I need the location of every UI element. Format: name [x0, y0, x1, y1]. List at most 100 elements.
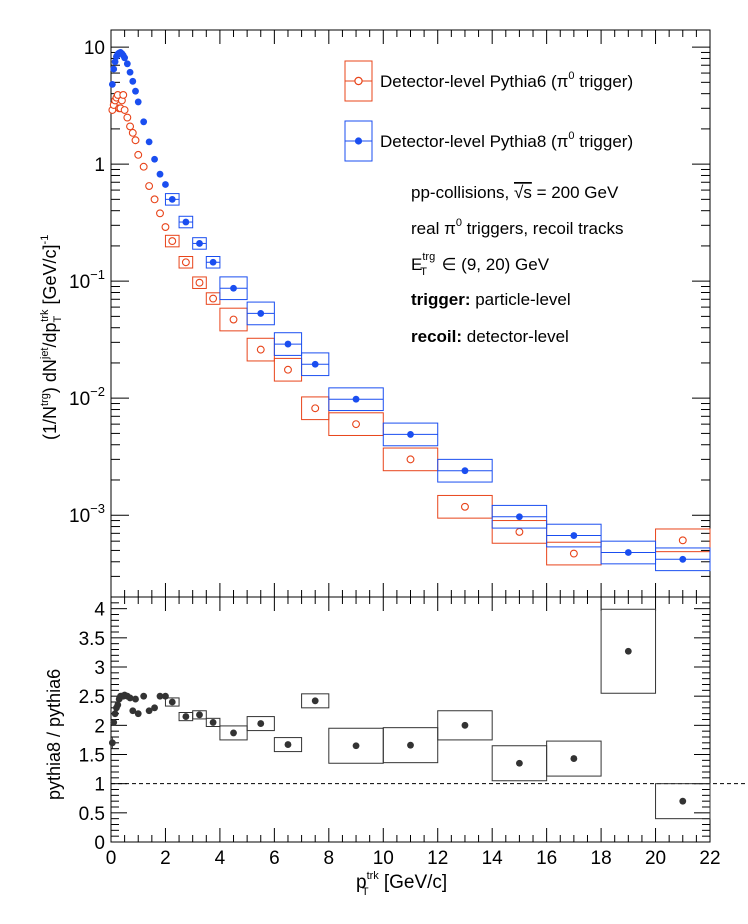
- ratio-data-point: [151, 704, 158, 712]
- data-point-pythia6: [678, 536, 687, 545]
- ratio-data-point: [679, 797, 687, 805]
- y-tick-label: 1: [94, 155, 105, 176]
- ratio-syst-box: [246, 716, 275, 732]
- ratio-data-point: [114, 701, 122, 709]
- ratio-y-tick-label: 0.5: [79, 804, 105, 825]
- ratio-axes: 0 0.5 1 1.5 2 2.5 3 3.5 4 0 2 4 6 8 10 12 14 16 18 20 22: [79, 596, 748, 869]
- ratio-syst-box: [164, 697, 180, 707]
- data-point-pythia6: [145, 182, 154, 190]
- data-point-pythia8: [129, 77, 137, 85]
- ratio-data-point: [257, 720, 265, 727]
- data-point-pythia8: [570, 532, 578, 539]
- x-tick-label: 20: [645, 848, 666, 869]
- data-point-pythia6: [139, 162, 148, 171]
- data-point-pythia8: [108, 81, 116, 88]
- main-plot-marks: [108, 49, 711, 572]
- ratio-data-point: [145, 707, 153, 715]
- ratio-syst-box: [382, 727, 439, 764]
- annotation-collisions: pp-collisions, √s = 200 GeV: [411, 183, 619, 202]
- y-tick-label: 10−1: [69, 267, 105, 293]
- main-y-axis: 10 1 10−1 10−2 10−3: [69, 30, 711, 598]
- ratio-data-point: [156, 692, 164, 700]
- data-point-pythia8: [624, 549, 632, 556]
- legend-pythia6-marker: [354, 76, 363, 86]
- data-point-pythia6: [150, 195, 159, 204]
- data-point-pythia8: [461, 467, 469, 475]
- legend: Detector-level Pythia6 (π0 trigger) Dete…: [344, 60, 633, 162]
- annotation-et-range: Etrg T ∈ (9, 20) GeV: [411, 251, 550, 278]
- ratio-syst-box: [219, 725, 248, 741]
- ratio-data-point: [129, 707, 137, 715]
- data-point-pythia6: [128, 128, 137, 137]
- annotation-triggers: real π0 triggers, recoil tracks: [411, 217, 623, 238]
- syst-box-pythia6: [164, 234, 180, 248]
- ratio-y-tick-label: 0: [94, 833, 105, 854]
- data-point-pythia8: [284, 340, 292, 348]
- ratio-plot-marks: [108, 608, 711, 820]
- annotation-trigger-level: trigger: particle-level: [411, 290, 571, 309]
- ratio-y-tick-label: 4: [94, 600, 105, 621]
- data-point-pythia8: [110, 65, 118, 73]
- legend-pythia8-marker: [354, 137, 363, 145]
- x-tick-label: 22: [699, 848, 720, 869]
- data-point-pythia8: [134, 98, 142, 106]
- x-tick-label: 16: [536, 848, 557, 869]
- ratio-syst-box: [301, 693, 330, 709]
- x-tick-label: 12: [427, 848, 448, 869]
- data-point-pythia6: [168, 237, 177, 246]
- data-point-pythia8: [140, 118, 148, 126]
- ratio-syst-box: [600, 608, 657, 694]
- data-point-pythia8: [123, 60, 131, 68]
- legend-pythia6-label: Detector-level Pythia6 (π0 trigger): [380, 70, 633, 91]
- ratio-data-point: [624, 647, 632, 655]
- data-point-pythia8: [196, 240, 203, 247]
- ratio-data-point: [182, 713, 190, 720]
- ratio-data-point: [196, 711, 203, 719]
- data-point-pythia6: [161, 223, 170, 231]
- ratio-data-point: [134, 710, 142, 718]
- ratio-data-point: [352, 742, 360, 750]
- data-point-pythia8: [121, 54, 129, 62]
- data-point-pythia8: [126, 68, 134, 76]
- x-tick-label: 18: [591, 848, 612, 869]
- data-point-pythia8: [516, 513, 523, 521]
- ratio-y-tick-label: 1: [94, 775, 105, 796]
- syst-box-pythia6: [178, 256, 194, 269]
- ratio-y-tick-label: 2: [94, 716, 105, 737]
- ratio-data-point: [111, 710, 119, 718]
- data-point-pythia8: [111, 58, 119, 66]
- data-point-pythia6: [284, 365, 292, 374]
- data-point-pythia6: [120, 106, 129, 114]
- data-point-pythia6: [515, 527, 524, 536]
- data-point-pythia6: [134, 150, 143, 159]
- data-point-pythia6: [156, 209, 164, 218]
- main-y-axis-label: (1/Ntrg) dNjet/dpTtrk [GeV/c]-1: [39, 235, 64, 440]
- ratio-data-point: [570, 755, 578, 762]
- data-point-pythia8: [182, 218, 190, 226]
- data-point-pythia6: [569, 549, 578, 558]
- ratio-syst-box: [655, 783, 711, 820]
- data-point-pythia6: [406, 455, 415, 464]
- x-tick-label: 14: [482, 848, 504, 869]
- data-point-pythia8: [679, 555, 687, 563]
- ratio-syst-box: [437, 710, 493, 741]
- annotation-recoil-level: recoil: detector-level: [411, 327, 569, 346]
- data-point-pythia6: [461, 502, 469, 511]
- data-point-pythia8: [230, 284, 237, 292]
- data-point-pythia6: [195, 278, 204, 287]
- x-tick-label: 8: [324, 848, 335, 869]
- x-axis-label: ptrk T [GeV/c]: [356, 870, 447, 898]
- data-point-pythia6: [123, 113, 132, 122]
- ratio-y-tick-label: 3: [94, 658, 105, 679]
- ratio-data-point: [230, 729, 237, 737]
- data-point-pythia6: [352, 420, 360, 429]
- ratio-data-point: [140, 692, 148, 700]
- data-point-pythia6: [126, 122, 135, 131]
- y-tick-label: 10−2: [69, 384, 105, 410]
- data-point-pythia6: [119, 91, 128, 99]
- data-point-pythia6: [181, 258, 190, 267]
- data-point-pythia8: [407, 431, 414, 438]
- x-tick-label: 2: [160, 848, 171, 869]
- data-point-pythia8: [257, 310, 265, 317]
